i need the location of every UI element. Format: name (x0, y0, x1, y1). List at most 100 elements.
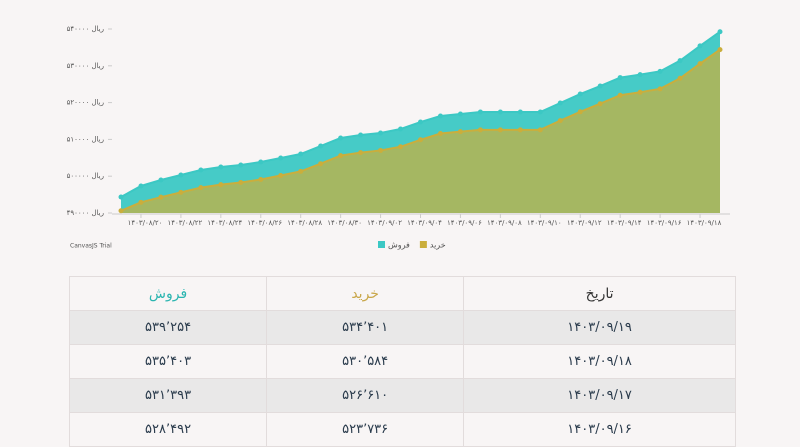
x-tick-label: ۱۴۰۳/۰۸/۲۴ (207, 219, 242, 227)
x-tick-label: ۱۴۰۳/۰۹/۱۸ (687, 219, 722, 227)
marker (378, 130, 384, 136)
marker (677, 58, 683, 64)
table-row: ۱۴۰۳/۰۹/۱۶ ۵۲۳٬۷۳۶ ۵۲۸٬۴۹۲ (68, 412, 736, 447)
marker (657, 86, 663, 92)
marker (278, 155, 284, 161)
marker (637, 72, 643, 78)
marker (178, 189, 184, 195)
table-cell: ۵۲۶٬۶۱۰ (266, 378, 465, 413)
table-cell: ۱۴۰۳/۰۹/۱۹ (463, 310, 736, 345)
page: ۴۹۰۰۰۰ ریال ۵۰۰۰۰۰ ریال ۵۱۰۰۰۰ ریال ۵۲۰۰۰۰ … (66, 25, 736, 447)
marker (418, 119, 423, 125)
marker (597, 83, 603, 89)
marker (338, 135, 344, 141)
x-tick-label: ۱۴۰۳/۰۹/۱۰ (527, 219, 562, 227)
marker (457, 111, 463, 117)
y-tick-label: ۵۳۰۰۰۰ ریال (67, 62, 104, 70)
x-tick-label: ۱۴۰۳/۰۹/۰۲ (367, 219, 402, 227)
x-tick-label: ۱۴۰۳/۰۹/۰۸ (487, 219, 522, 227)
marker (497, 127, 503, 133)
marker (158, 177, 164, 183)
marker (358, 132, 364, 138)
marker (437, 113, 443, 119)
table-cell: ۵۲۸٬۴۹۲ (68, 412, 268, 447)
header-row: تاریخ خرید فروش (68, 276, 736, 311)
marker (358, 150, 364, 156)
marker (557, 118, 563, 124)
x-tick-label: ۱۴۰۳/۰۸/۲۸ (287, 219, 322, 227)
marker (617, 92, 623, 98)
x-tick-label: ۱۴۰۳/۰۹/۱۴ (607, 219, 642, 227)
legend-swatch (419, 241, 427, 248)
header-cell: تاریخ (463, 276, 736, 311)
marker (577, 109, 583, 115)
marker (717, 29, 723, 35)
marker (138, 199, 144, 205)
marker (398, 144, 404, 150)
chart: ۴۹۰۰۰۰ ریال ۵۰۰۰۰۰ ریال ۵۱۰۰۰۰ ریال ۵۲۰۰۰۰ … (67, 25, 730, 250)
marker (338, 153, 344, 159)
table-cell: ۵۳۰٬۵۸۴ (266, 344, 465, 379)
marker (298, 151, 304, 157)
marker (118, 194, 124, 200)
marker (198, 167, 204, 173)
table-cell: ۱۴۰۳/۰۹/۱۷ (463, 378, 736, 413)
table-cell: ۵۳۴٬۴۰۱ (266, 310, 465, 345)
x-tick-label: ۱۴۰۳/۰۸/۲۲ (168, 219, 203, 227)
marker (697, 61, 703, 67)
table-cell: ۱۴۰۳/۰۹/۱۶ (463, 412, 736, 447)
y-tick-label: ۵۱۰۰۰۰ ریال (67, 135, 104, 143)
legend-swatch (378, 241, 385, 248)
table-row: ۱۴۰۳/۰۹/۱۸ ۵۳۰٬۵۸۴ ۵۳۵٬۴۰۳ (68, 344, 736, 379)
marker (298, 168, 304, 174)
x-tick-label: ۱۴۰۳/۰۹/۱۲ (567, 219, 602, 227)
marker (477, 127, 483, 133)
marker (637, 89, 643, 95)
marker (677, 75, 683, 81)
marker (258, 159, 264, 165)
table-row: ۱۴۰۳/۰۹/۱۹ ۵۳۴٬۴۰۱ ۵۳۹٬۲۵۴ (68, 310, 736, 345)
header-cell: خرید (266, 276, 465, 311)
x-tick-label: ۱۴۰۳/۰۹/۰۴ (407, 219, 442, 227)
y-tick-label: ۴۹۰۰۰۰ ریال (67, 209, 104, 217)
marker (617, 75, 623, 81)
marker (218, 182, 224, 188)
legend-label: فروش (388, 241, 410, 250)
marker (657, 68, 663, 74)
marker (318, 143, 324, 149)
marker (517, 109, 523, 115)
table-cell: ۱۴۰۳/۰۹/۱۸ (463, 344, 736, 379)
marker (537, 109, 543, 115)
marker (318, 161, 324, 167)
marker (278, 172, 284, 178)
marker (477, 109, 483, 115)
table-cell: ۵۳۱٬۳۹۳ (68, 378, 268, 413)
x-tick-label: ۱۴۰۳/۰۹/۰۶ (447, 219, 482, 227)
marker (418, 137, 423, 143)
legend-label: خرید (430, 241, 446, 250)
marker (457, 129, 463, 135)
table-cell: ۵۲۳٬۷۳۶ (266, 412, 465, 447)
x-tick-label: ۱۴۰۳/۰۸/۲۰ (128, 219, 163, 227)
y-tick-label: ۵۴۰۰۰۰ ریال (67, 25, 104, 33)
marker (697, 43, 703, 49)
marker (378, 147, 384, 153)
marker (178, 172, 184, 178)
marker (437, 131, 443, 137)
marker (557, 100, 563, 106)
table-cell: ۵۳۵٬۴۰۳ (68, 344, 268, 379)
marker (198, 185, 204, 191)
marker (118, 208, 124, 214)
y-tick-label: ۵۲۰۰۰۰ ریال (67, 99, 104, 107)
area (121, 49, 720, 213)
marker (218, 164, 224, 170)
marker (537, 127, 543, 133)
credit: CanvasJS Trial (70, 243, 112, 250)
marker (398, 126, 404, 132)
x-tick-label: ۱۴۰۳/۰۸/۲۶ (247, 219, 282, 227)
y-tick-label: ۵۰۰۰۰۰ ریال (67, 172, 104, 180)
table-body: ۱۴۰۳/۰۹/۱۹ ۵۳۴٬۴۰۱ ۵۳۹٬۲۵۴ ۱۴۰۳/۰۹/۱۸ ۵۳۰٬۵۸… (68, 310, 736, 447)
marker (517, 127, 523, 133)
marker (158, 194, 164, 200)
marker (577, 91, 583, 97)
